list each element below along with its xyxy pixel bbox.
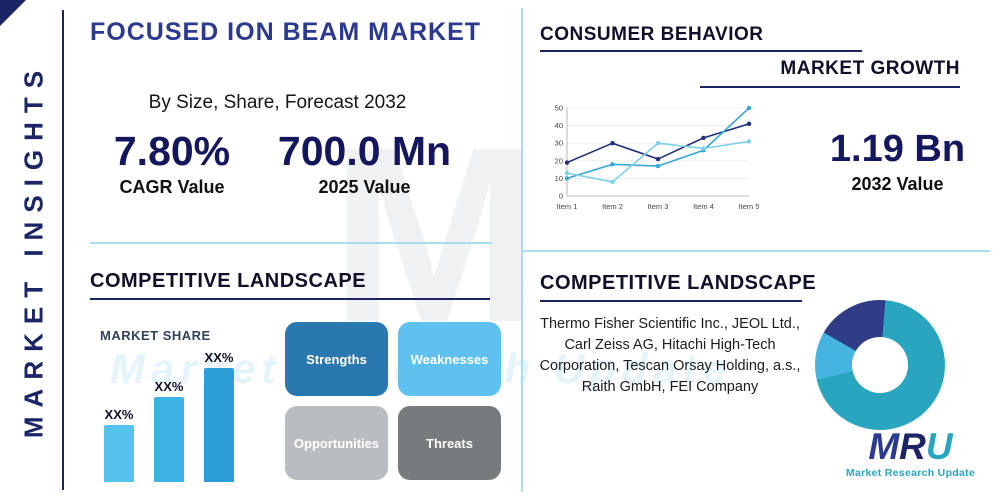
competitive-landscape-right-heading: COMPETITIVE LANDSCAPE [540,272,817,294]
sidebar-vertical-title: MARKET INSIGHTS [18,61,49,439]
svg-text:30: 30 [555,139,563,148]
value-2025: 700.0 Mn [277,128,452,174]
market-share-bar-chart: XX% XX% XX% [104,342,234,482]
swot-threats-tile: Threats [398,406,501,480]
consumer-behavior-underline [540,50,862,52]
bar-value-label: XX% [104,407,134,422]
cagr-stat: 7.80% CAGR Value [114,128,230,198]
svg-text:50: 50 [555,104,563,113]
svg-text:0: 0 [559,192,563,201]
donut-hole [852,337,908,393]
svg-text:Item 4: Item 4 [693,202,714,211]
svg-text:Item 1: Item 1 [557,202,578,211]
page-title: FOCUSED ION BEAM MARKET [90,18,482,46]
value-2032: 1.19 Bn [829,128,966,170]
logo-letter-r: R [899,426,926,467]
brand-logo: MRU Market Research Update [828,428,993,479]
market-growth-underline [700,86,960,88]
svg-text:Item 5: Item 5 [739,202,760,211]
sidebar-divider-line [62,10,64,490]
market-share-heading: MARKET SHARE [100,328,211,343]
stats-row: 7.80% CAGR Value 700.0 Mn 2025 Value [90,128,475,198]
horizontal-divider-left [90,242,492,244]
swot-weaknesses-tile: Weaknesses [398,322,501,396]
key-companies-text: Thermo Fisher Scientific Inc., JEOL Ltd.… [539,316,801,396]
watermark-letter: M [330,95,539,374]
value-2032-stat: 1.19 Bn 2032 Value [800,128,995,195]
svg-text:40: 40 [555,121,563,130]
value-2025-stat: 700.0 Mn 2025 Value [278,128,451,198]
swot-strengths-tile: Strengths [285,322,388,396]
page-subtitle: By Size, Share, Forecast 2032 [148,92,407,113]
competitive-landscape-left-heading: COMPETITIVE LANDSCAPE [90,270,367,292]
market-share-bar: XX% [204,350,234,482]
market-growth-heading: MARKET GROWTH [780,58,960,79]
corner-triangle-decoration [0,0,26,26]
bar-value-label: XX% [154,378,184,394]
label-2032: 2032 Value [851,173,944,194]
consumer-behavior-heading: CONSUMER BEHAVIOR [540,24,764,45]
brand-logo-tagline: Market Research Update [845,467,976,479]
horizontal-divider-right [521,250,990,252]
brand-logo-text: MRU [828,428,993,465]
svg-text:Item 2: Item 2 [602,202,623,211]
logo-letter-m: M [868,426,900,467]
market-growth-line-chart: 0 10 20 30 40 50 Item 1 Item 2 Item 3 Item 4 Item … [543,100,781,231]
cagr-value: 7.80% [113,128,231,174]
cagr-label: CAGR Value [119,177,225,198]
svg-text:Item 3: Item 3 [648,202,669,211]
market-share-bar: XX% [104,407,134,482]
svg-text:20: 20 [555,156,563,165]
logo-letter-u: U [925,426,953,467]
swot-opportunities-tile: Opportunities [285,406,388,480]
label-2025: 2025 Value [318,177,411,198]
bar-value-label: XX% [204,350,234,365]
svg-text:10: 10 [555,174,563,183]
competitive-landscape-right-underline [540,300,802,302]
competitive-landscape-left-underline [90,298,490,300]
market-share-donut-chart [815,300,945,430]
market-share-bar: XX% [154,378,184,482]
swot-grid: Strengths Weaknesses Opportunities Threa… [285,322,501,480]
